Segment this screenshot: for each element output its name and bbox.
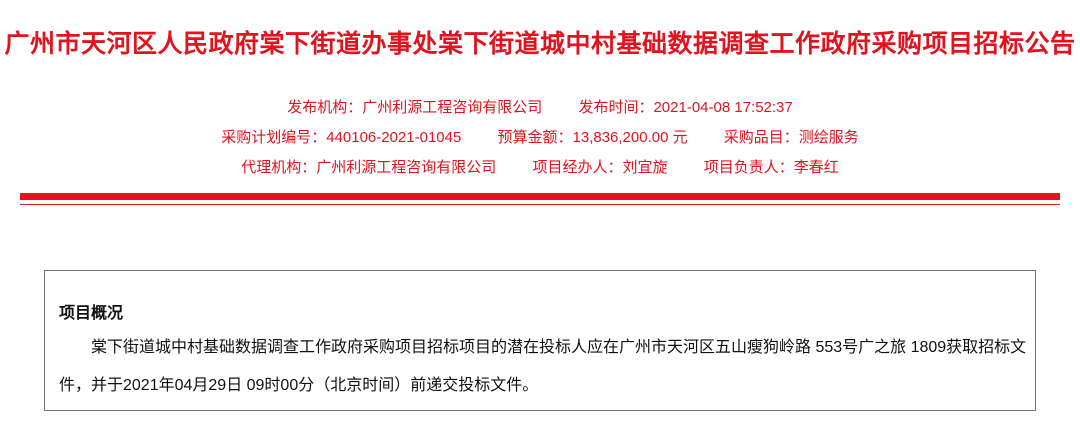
divider-thin [20,204,1060,205]
category: 采购品目：测绘服务 [724,129,859,146]
publisher: 发布机构：广州利源工程咨询有限公司 [287,99,542,116]
budget: 预算金额：13,836,200.00 元 [498,129,688,146]
budget-label: 预算金额： [497,129,573,146]
budget-value: 13,836,200.00 元 [572,129,688,146]
category-value: 测绘服务 [798,129,859,146]
plan-no-value: 440106-2021-01045 [326,129,462,146]
leader-value: 李春红 [793,159,839,176]
agent-value: 广州利源工程咨询有限公司 [316,159,497,176]
publisher-label: 发布机构： [287,99,363,116]
overview-text: 棠下街道城中村基础数据调查工作政府采购项目招标项目的潜在投标人应在广州市天河区五… [59,339,1027,394]
leader-label: 项目负责人： [703,159,794,176]
publish-time-value: 2021-04-08 17:52:37 [653,99,793,116]
plan-no: 采购计划编号：440106-2021-01045 [221,129,461,146]
category-label: 采购品目： [723,129,799,146]
handler-value: 刘宜旋 [622,159,668,176]
divider-thick [20,193,1060,200]
leader: 项目负责人：李春红 [704,159,839,176]
handler-label: 项目经办人： [532,159,623,176]
agent: 代理机构：广州利源工程咨询有限公司 [241,159,496,176]
overview-heading: 项目概况 [59,305,124,322]
meta-row-3: 代理机构：广州利源工程咨询有限公司 项目经办人：刘宜旋 项目负责人：李春红 [0,156,1080,177]
meta-row-2: 采购计划编号：440106-2021-01045 预算金额：13,836,200… [0,126,1080,147]
meta-row-1: 发布机构：广州利源工程咨询有限公司 发布时间：2021-04-08 17:52:… [0,96,1080,117]
overview-box: 项目概况 棠下街道城中村基础数据调查工作政府采购项目招标项目的潜在投标人应在广州… [44,270,1036,411]
plan-no-label: 采购计划编号： [221,129,327,146]
agent-label: 代理机构： [241,159,317,176]
publish-time: 发布时间：2021-04-08 17:52:37 [578,99,792,116]
publisher-value: 广州利源工程咨询有限公司 [362,99,543,116]
page-title: 广州市天河区人民政府棠下街道办事处棠下街道城中村基础数据调查工作政府采购项目招标… [4,30,1076,58]
handler: 项目经办人：刘宜旋 [532,159,667,176]
publish-time-label: 发布时间： [578,99,654,116]
